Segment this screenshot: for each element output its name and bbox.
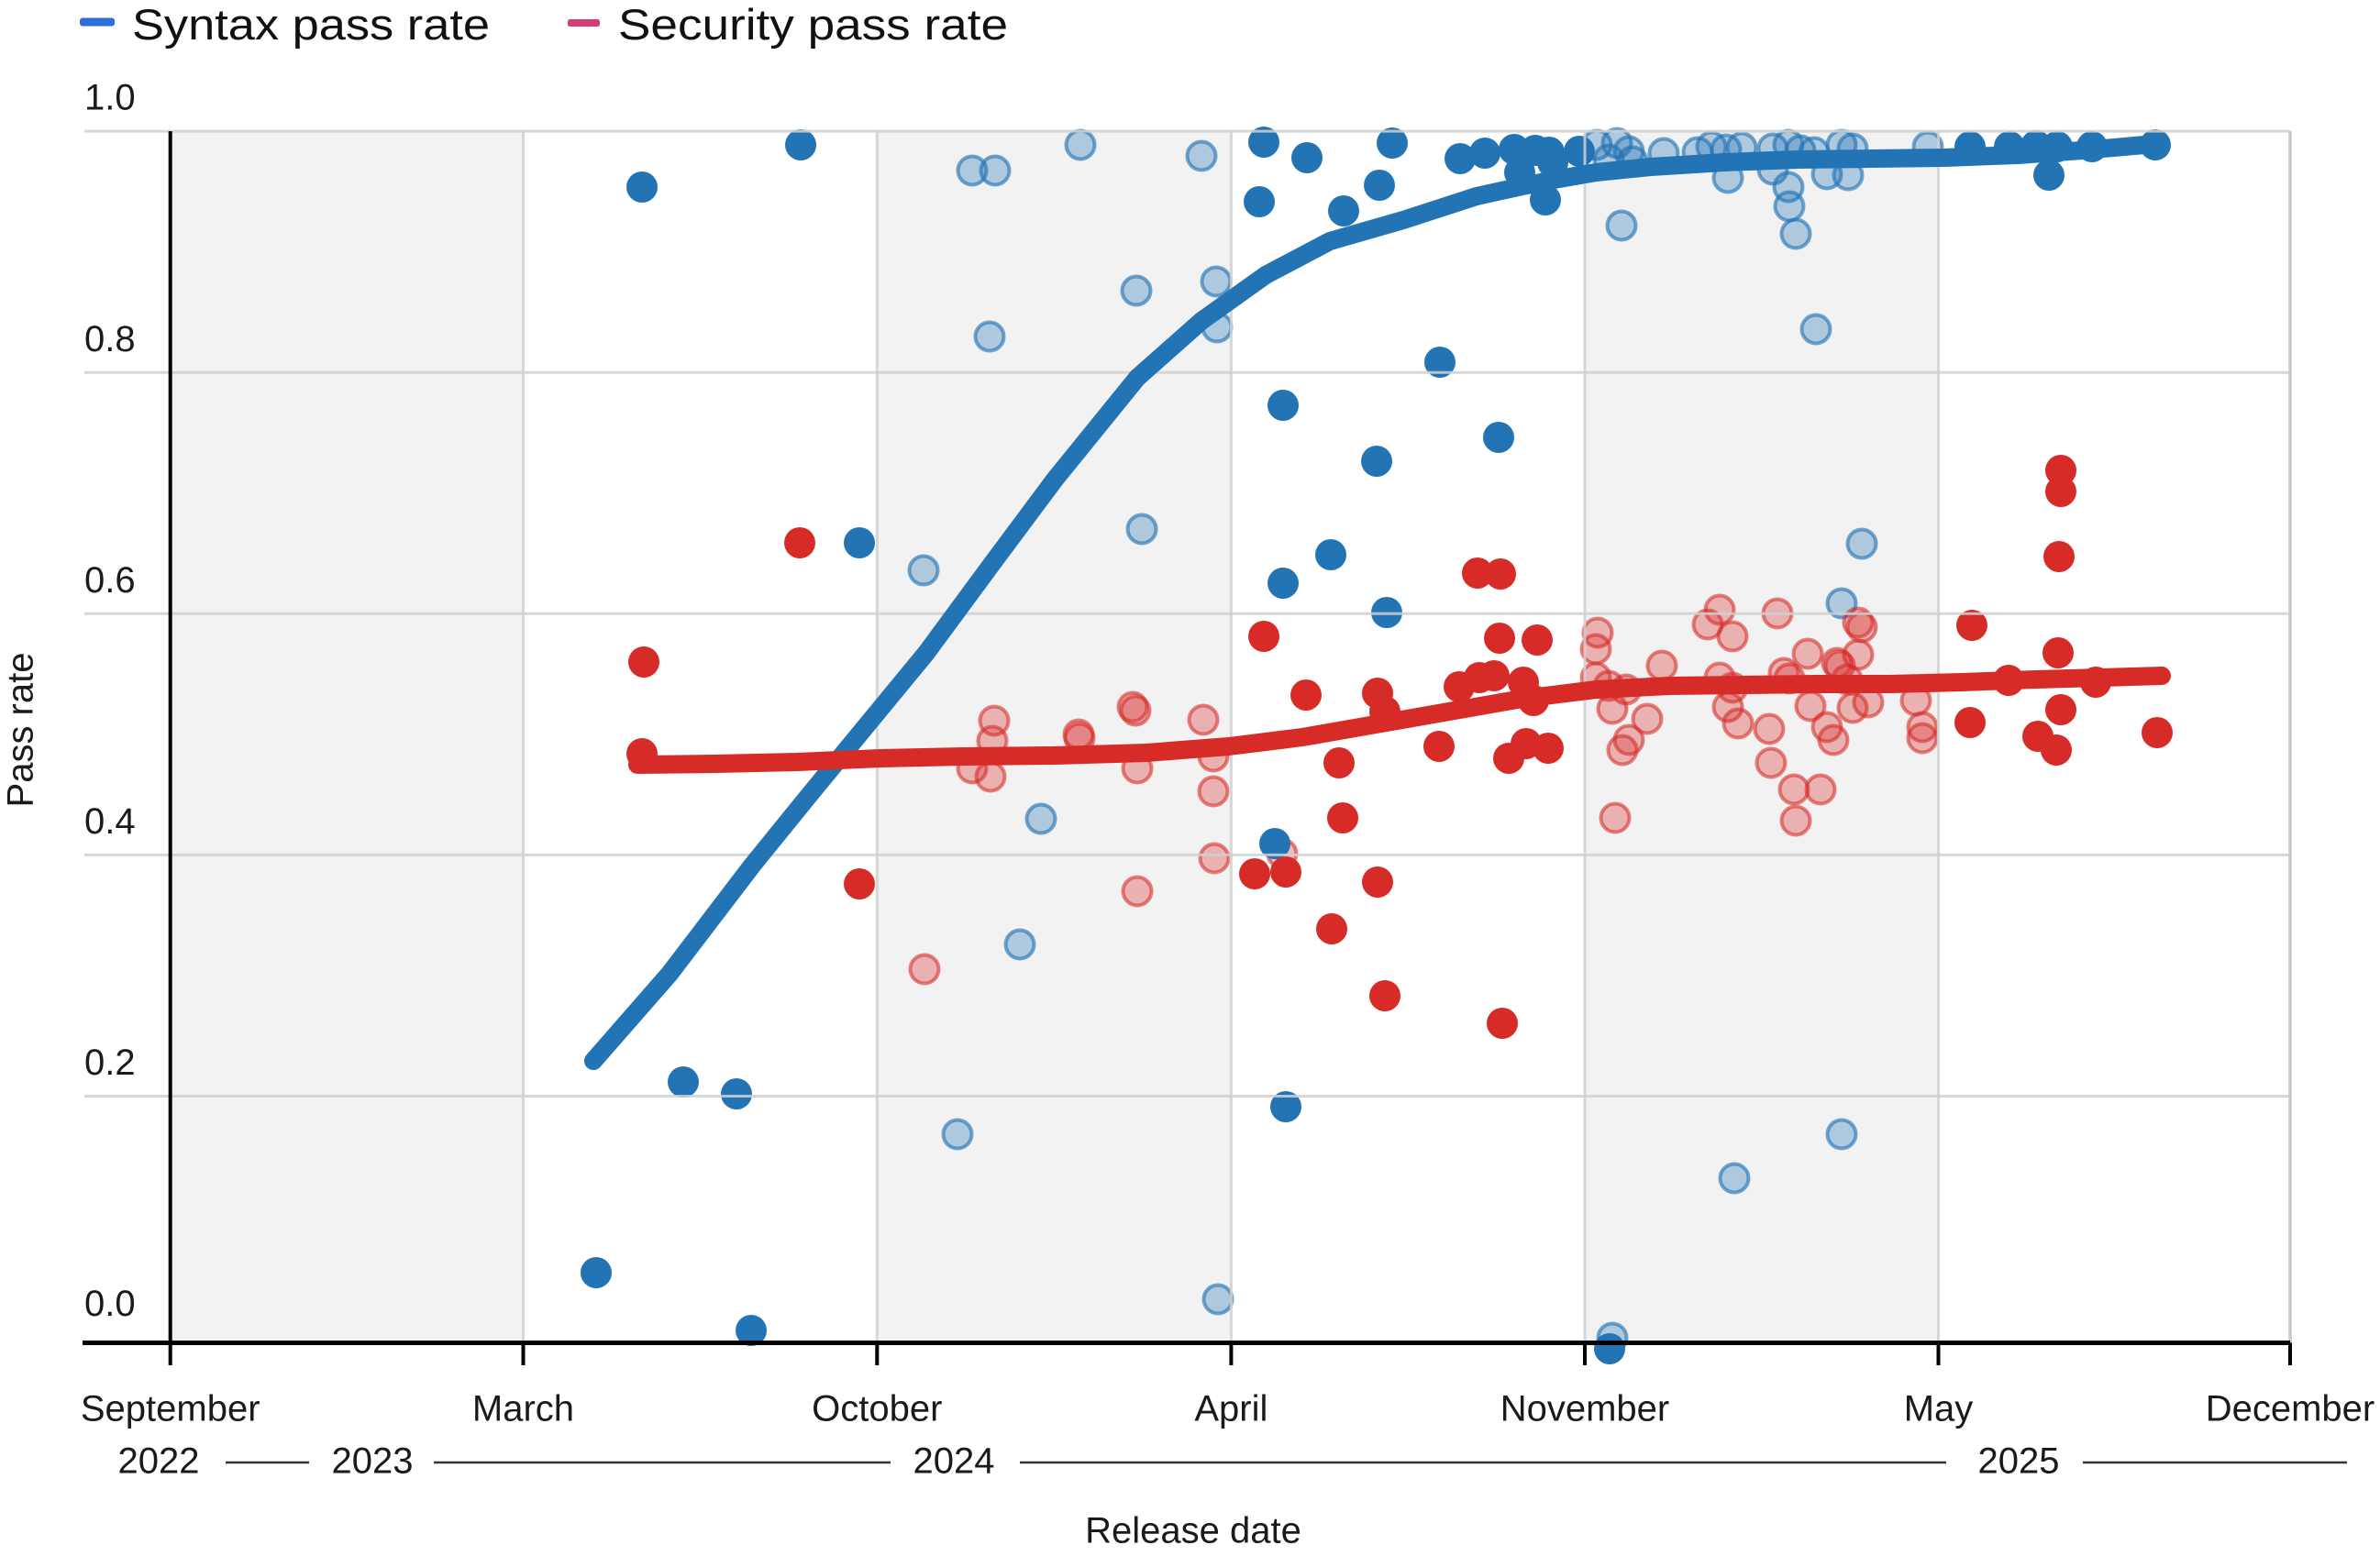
svg-text:October: October bbox=[812, 1389, 942, 1429]
svg-text:2023: 2023 bbox=[332, 1441, 414, 1482]
svg-text:November: November bbox=[1500, 1389, 1670, 1429]
svg-text:December: December bbox=[2206, 1389, 2375, 1429]
svg-text:0.4: 0.4 bbox=[84, 801, 136, 842]
svg-text:2025: 2025 bbox=[1978, 1441, 2060, 1482]
svg-text:May: May bbox=[1904, 1389, 1974, 1429]
svg-text:0.0: 0.0 bbox=[84, 1284, 136, 1324]
svg-text:Security pass rate: Security pass rate bbox=[618, 0, 1008, 49]
svg-text:April: April bbox=[1194, 1389, 1267, 1429]
svg-text:0.6: 0.6 bbox=[84, 560, 136, 601]
svg-text:2022: 2022 bbox=[118, 1441, 200, 1482]
svg-text:Pass rate: Pass rate bbox=[1, 653, 41, 808]
svg-text:0.2: 0.2 bbox=[84, 1043, 136, 1083]
svg-text:Release date: Release date bbox=[1085, 1511, 1301, 1551]
svg-text:Syntax pass rate: Syntax pass rate bbox=[132, 0, 490, 49]
svg-text:2024: 2024 bbox=[913, 1441, 995, 1482]
svg-text:September: September bbox=[81, 1389, 260, 1429]
svg-text:1.0: 1.0 bbox=[84, 78, 136, 118]
svg-text:0.8: 0.8 bbox=[84, 319, 136, 359]
svg-text:March: March bbox=[472, 1389, 574, 1429]
